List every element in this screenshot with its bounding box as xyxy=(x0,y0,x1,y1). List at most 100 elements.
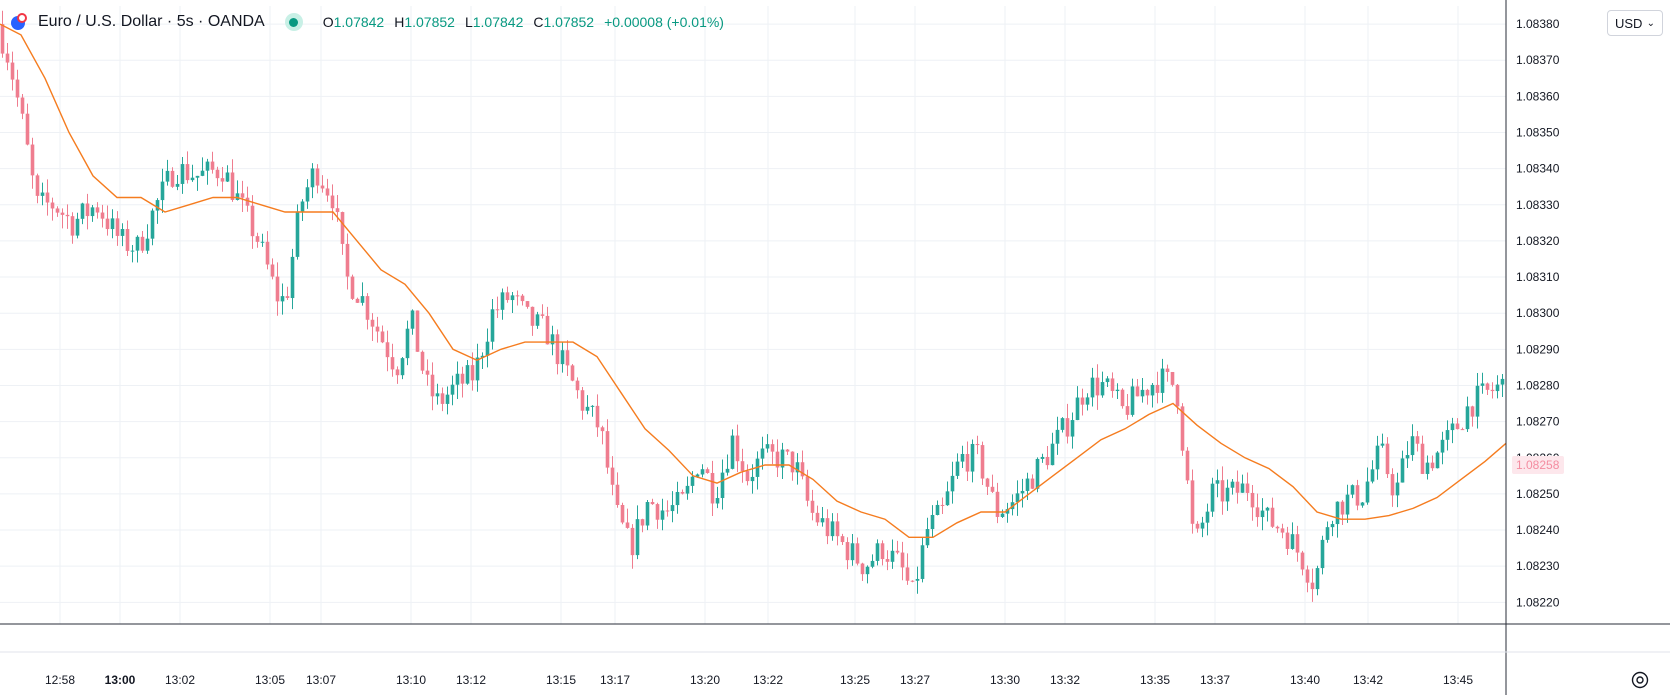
candle-down xyxy=(115,218,120,236)
candle-up xyxy=(645,502,650,526)
candle-down xyxy=(215,169,220,179)
candle-down xyxy=(855,543,860,564)
candle-up xyxy=(155,200,160,211)
x-tick-label: 13:12 xyxy=(456,673,486,687)
candle-down xyxy=(1310,582,1315,590)
x-tick-label: 13:00 xyxy=(105,673,136,687)
candle-up xyxy=(165,170,170,182)
candle-down xyxy=(905,567,910,581)
candle-down xyxy=(845,542,850,561)
candle-up xyxy=(1150,384,1155,396)
candle-up xyxy=(80,203,85,219)
candle-down xyxy=(230,172,235,200)
candle-up xyxy=(455,373,460,385)
candle-down xyxy=(20,97,25,114)
candle-down xyxy=(1280,528,1285,533)
candle-up xyxy=(200,170,205,176)
gear-icon[interactable] xyxy=(1628,668,1652,692)
candle-up xyxy=(1260,510,1265,518)
candle-up xyxy=(235,193,240,200)
candle-down xyxy=(1045,456,1050,466)
candle-up xyxy=(1115,389,1120,392)
candle-down xyxy=(1285,532,1290,549)
candle-down xyxy=(100,212,105,219)
candle-down xyxy=(520,295,525,302)
x-tick-label: 13:37 xyxy=(1200,673,1230,687)
candle-up xyxy=(1360,502,1365,506)
low-label: L xyxy=(464,14,473,30)
currency-button[interactable]: USD ⌄ xyxy=(1607,10,1663,36)
candle-down xyxy=(1080,397,1085,405)
candle-up xyxy=(1380,443,1385,446)
low-value: 1.07842 xyxy=(472,14,524,30)
candle-down xyxy=(275,276,280,302)
candle-down xyxy=(350,276,355,299)
last-price-badge xyxy=(1512,455,1564,474)
x-tick-label: 13:35 xyxy=(1140,673,1170,687)
candle-up xyxy=(1365,481,1370,503)
candle-up xyxy=(410,310,415,329)
x-tick-label: 13:42 xyxy=(1353,673,1383,687)
candle-up xyxy=(750,476,755,482)
y-tick-label: 1.08380 xyxy=(1516,17,1560,31)
candle-down xyxy=(735,435,740,462)
candle-up xyxy=(1070,420,1075,437)
candle-up xyxy=(400,358,405,376)
y-tick-label: 1.08240 xyxy=(1516,523,1560,537)
candle-up xyxy=(305,187,310,202)
candle-down xyxy=(785,449,790,452)
candle-up xyxy=(1025,478,1030,491)
candle-down xyxy=(860,563,865,575)
candle-up xyxy=(970,443,975,472)
candle-up xyxy=(1160,368,1165,393)
candle-up xyxy=(1320,539,1325,569)
candle-up xyxy=(1210,483,1215,512)
candle-down xyxy=(415,310,420,352)
candle-down xyxy=(575,380,580,391)
candle-up xyxy=(75,218,80,236)
candle-up xyxy=(1055,429,1060,444)
candle-up xyxy=(960,453,965,462)
symbol-title[interactable]: Euro / U.S. Dollar · 5s · OANDA xyxy=(38,13,265,30)
close-value: 1.07852 xyxy=(543,14,595,30)
candle-up xyxy=(660,510,665,520)
candle-up xyxy=(510,295,515,301)
candle-up xyxy=(1060,418,1065,430)
candle-down xyxy=(315,168,320,186)
candle-up xyxy=(1000,513,1005,517)
market-status-icon[interactable] xyxy=(284,13,303,31)
candle-down xyxy=(555,334,560,365)
candle-down xyxy=(840,536,845,543)
candle-down xyxy=(345,243,350,277)
candle-up xyxy=(225,172,230,182)
candle-up xyxy=(930,514,935,530)
candle-up xyxy=(1350,485,1355,495)
candle-down xyxy=(1135,386,1140,397)
candle-up xyxy=(1265,507,1270,511)
candle-down xyxy=(825,518,830,537)
candle-down xyxy=(680,491,685,494)
candle-up xyxy=(820,518,825,523)
candle-down xyxy=(800,462,805,477)
y-tick-label: 1.08350 xyxy=(1516,125,1560,139)
candle-down xyxy=(1180,406,1185,451)
y-tick-label: 1.08370 xyxy=(1516,53,1560,67)
close-label: C xyxy=(533,14,544,30)
candle-up xyxy=(1290,534,1295,549)
candle-up xyxy=(945,491,950,506)
candle-down xyxy=(835,521,840,537)
candle-up xyxy=(560,350,565,365)
candle-up xyxy=(695,474,700,477)
x-tick-label: 13:32 xyxy=(1050,673,1080,687)
candle-up xyxy=(480,355,485,358)
candle-up xyxy=(405,328,410,359)
candle-up xyxy=(670,505,675,512)
candle-down xyxy=(995,491,1000,517)
candle-down xyxy=(495,309,500,311)
candle-up xyxy=(175,183,180,187)
candle-down xyxy=(650,502,655,505)
candle-up xyxy=(110,218,115,230)
candle-down xyxy=(1125,406,1130,415)
